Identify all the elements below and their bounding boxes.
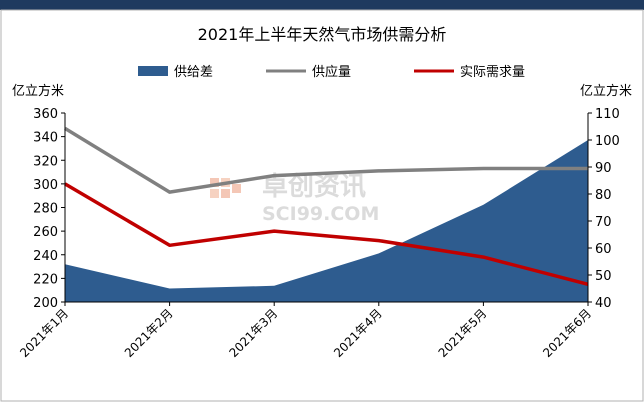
y-left-tick-label: 220 <box>33 272 58 287</box>
legend-label-supply-gap: 供给差 <box>174 65 213 80</box>
y-right-tick-label: 60 <box>595 242 612 257</box>
y-left-tick-label: 320 <box>33 154 58 169</box>
y-left-tick-label: 240 <box>33 249 58 264</box>
lines-layer <box>64 126 589 286</box>
x-tick-label: 2021年1月 <box>17 306 71 360</box>
chart-border <box>0 9 644 402</box>
x-tick-label: 2021年5月 <box>436 306 490 360</box>
y-left-tick-label: 200 <box>33 296 58 311</box>
x-tick-label: 2021年4月 <box>331 306 385 360</box>
y-axis-left-ticks: 200 220 240 260 280 300 320 340 360 <box>33 107 65 311</box>
y-right-tick-label: 100 <box>595 134 620 149</box>
y-right-tick-label: 40 <box>595 296 612 311</box>
y-left-tick-label: 260 <box>33 225 58 240</box>
y-left-tick-label: 300 <box>33 178 58 193</box>
supply-line <box>64 126 588 194</box>
y-axis-right-label: 亿立方米 <box>580 83 632 99</box>
watermark-logo-block-1 <box>210 178 219 187</box>
legend-swatch-supply-gap <box>138 66 168 76</box>
y-axis-right-ticks: 40 50 60 70 80 90 100 110 <box>588 107 620 311</box>
y-left-tick-label: 360 <box>33 107 58 122</box>
demand-line <box>64 182 589 286</box>
legend: 供给差 供应量 实际需求量 <box>138 64 525 80</box>
x-tick-label: 2021年6月 <box>540 306 594 360</box>
watermark-logo-block-5 <box>232 184 241 193</box>
x-tick-label: 2021年2月 <box>122 306 176 360</box>
y-left-tick-label: 340 <box>33 131 58 146</box>
watermark-logo-block-4 <box>221 189 230 198</box>
legend-label-demand: 实际需求量 <box>460 65 525 80</box>
watermark-logo-block-3 <box>210 189 219 198</box>
legend-label-supply: 供应量 <box>312 64 351 80</box>
watermark-site: SCI99.COM <box>262 203 379 225</box>
supply-gap-area-layer <box>65 140 588 302</box>
supply-gap-area <box>65 140 588 302</box>
header-bar <box>0 0 644 10</box>
y-right-tick-label: 70 <box>595 215 612 230</box>
y-right-tick-label: 90 <box>595 161 612 176</box>
y-left-tick-label: 280 <box>33 202 58 217</box>
y-right-tick-label: 50 <box>595 269 612 284</box>
x-axis-ticks: 2021年1月 2021年2月 2021年3月 2021年4月 2021年5月 2021年… <box>17 302 594 360</box>
chart-title: 2021年上半年天然气市场供需分析 <box>198 25 447 44</box>
y-right-tick-label: 110 <box>595 107 620 122</box>
x-tick-label: 2021年3月 <box>226 306 280 360</box>
y-axis-left-label: 亿立方米 <box>12 83 64 99</box>
y-right-tick-label: 80 <box>595 188 612 203</box>
